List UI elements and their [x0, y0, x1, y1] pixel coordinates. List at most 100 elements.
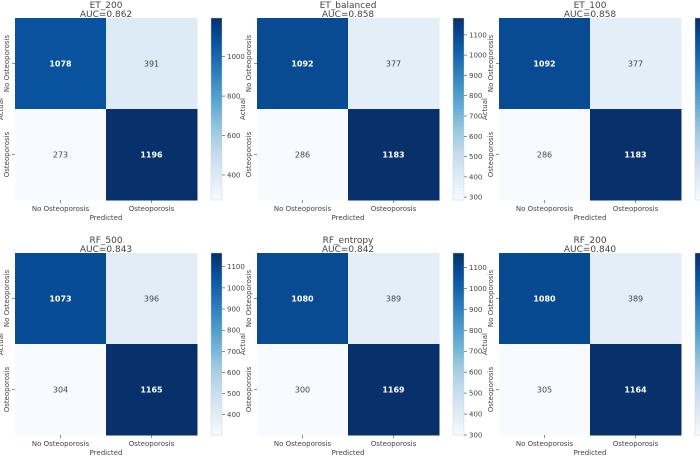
heatmap-cell — [15, 109, 107, 201]
colorbar-segment — [211, 178, 222, 183]
colorbar-frame — [694, 17, 700, 201]
colorbar-segment — [695, 304, 700, 309]
colorbar-segment — [695, 24, 700, 28]
y-axis-label: Actual — [0, 98, 5, 120]
colorbar-segment — [695, 99, 700, 104]
colorbar-segment — [211, 105, 222, 110]
colorbar-segment — [453, 33, 464, 37]
colorbar-segment — [695, 319, 700, 324]
colorbar-segment — [695, 395, 700, 400]
colorbar-segment — [211, 280, 222, 284]
colorbar-segment — [695, 178, 700, 183]
colorbar-segment — [211, 398, 222, 403]
colorbar-segment — [695, 181, 700, 186]
colorbar-tick-label: 400 — [227, 171, 240, 179]
y-axis-label: Actual — [239, 98, 247, 120]
colorbar-segment — [211, 175, 222, 180]
cell-value-label: 286 — [295, 151, 310, 160]
colorbar-segment — [211, 401, 222, 406]
colorbar-segment — [695, 60, 700, 65]
colorbar-segment — [453, 39, 464, 43]
colorbar-segment — [453, 398, 464, 403]
colorbar-segment — [695, 118, 700, 122]
colorbar-segment — [695, 78, 700, 83]
colorbar-segment — [453, 36, 464, 40]
colorbar-segment — [695, 163, 700, 168]
colorbar-segment — [695, 431, 700, 436]
colorbar-tick-label: 800 — [469, 92, 482, 100]
colorbar-segment — [695, 21, 700, 25]
colorbar-segment — [695, 39, 700, 43]
colorbar-segment — [453, 347, 464, 351]
colorbar-segment — [453, 63, 464, 68]
heatmap-cell — [257, 344, 349, 436]
x-axis-label: Predicted — [90, 214, 123, 222]
colorbar-segment — [695, 407, 700, 412]
colorbar-segment — [695, 337, 700, 342]
colorbar-tick-label: 400 — [469, 173, 482, 181]
colorbar-segment — [211, 298, 222, 303]
colorbar-segment — [695, 416, 700, 421]
colorbar-segment — [695, 253, 700, 257]
colorbar-segment — [695, 365, 700, 369]
heatmap-cell — [106, 18, 198, 110]
colorbar-segment — [695, 54, 700, 59]
colorbar-frame — [452, 17, 465, 201]
heatmap-cell — [590, 18, 682, 110]
colorbar-segment — [453, 75, 464, 80]
colorbar-segment — [211, 359, 222, 363]
colorbar-tick-label: 600 — [469, 369, 482, 377]
colorbar-segment — [211, 90, 222, 95]
colorbar-segment — [211, 374, 222, 378]
colorbar-segment — [453, 386, 464, 391]
colorbar-segment — [211, 368, 222, 372]
y-axis-label: Actual — [0, 333, 5, 355]
colorbar-segment — [453, 353, 464, 357]
heatmap-cell — [106, 109, 198, 201]
colorbar-segment — [453, 21, 464, 25]
colorbar-segment — [211, 63, 222, 68]
colorbar-segment — [453, 166, 464, 171]
colorbar-segment — [453, 265, 464, 269]
colorbar-segment — [695, 184, 700, 189]
cell-value-label: 396 — [144, 295, 159, 304]
colorbar-segment — [453, 90, 464, 95]
colorbar-segment — [453, 350, 464, 354]
colorbar-segment — [211, 102, 222, 107]
heatmap-cell — [590, 344, 682, 436]
colorbar-segment — [211, 51, 222, 55]
cell-value-label: 1092 — [291, 60, 313, 69]
colorbar-segment — [695, 362, 700, 366]
colorbar-segment — [695, 262, 700, 266]
colorbar-segment — [695, 112, 700, 116]
colorbar-segment — [211, 347, 222, 351]
colorbar-segment — [695, 380, 700, 385]
colorbar-segment — [453, 392, 464, 397]
panel-title: ET_100 — [574, 1, 607, 11]
colorbar-segment — [695, 121, 700, 125]
colorbar-segment — [695, 374, 700, 378]
colorbar-segment — [453, 359, 464, 363]
colorbar-segment — [211, 18, 222, 22]
colorbar-tick-label: 1000 — [227, 53, 245, 61]
colorbar-segment — [695, 96, 700, 101]
colorbar-segment — [453, 301, 464, 306]
colorbar-segment — [695, 307, 700, 312]
heatmap-cell — [106, 344, 198, 436]
colorbar-segment — [211, 69, 222, 74]
colorbar-segment — [695, 102, 700, 107]
colorbar-segment — [453, 307, 464, 312]
cell-value-label: 377 — [628, 60, 643, 69]
cell-value-label: 389 — [386, 295, 401, 304]
colorbar-segment — [211, 337, 222, 342]
colorbar-segment — [695, 316, 700, 321]
colorbar-segment — [695, 87, 700, 92]
colorbar-tick-label: 300 — [469, 432, 482, 440]
colorbar-segment — [211, 380, 222, 385]
colorbar-segment — [211, 395, 222, 400]
colorbar-segment — [695, 301, 700, 306]
colorbar-segment — [453, 256, 464, 260]
colorbar-segment — [211, 196, 222, 201]
colorbar-segment — [453, 145, 464, 150]
colorbar-segment — [695, 325, 700, 330]
